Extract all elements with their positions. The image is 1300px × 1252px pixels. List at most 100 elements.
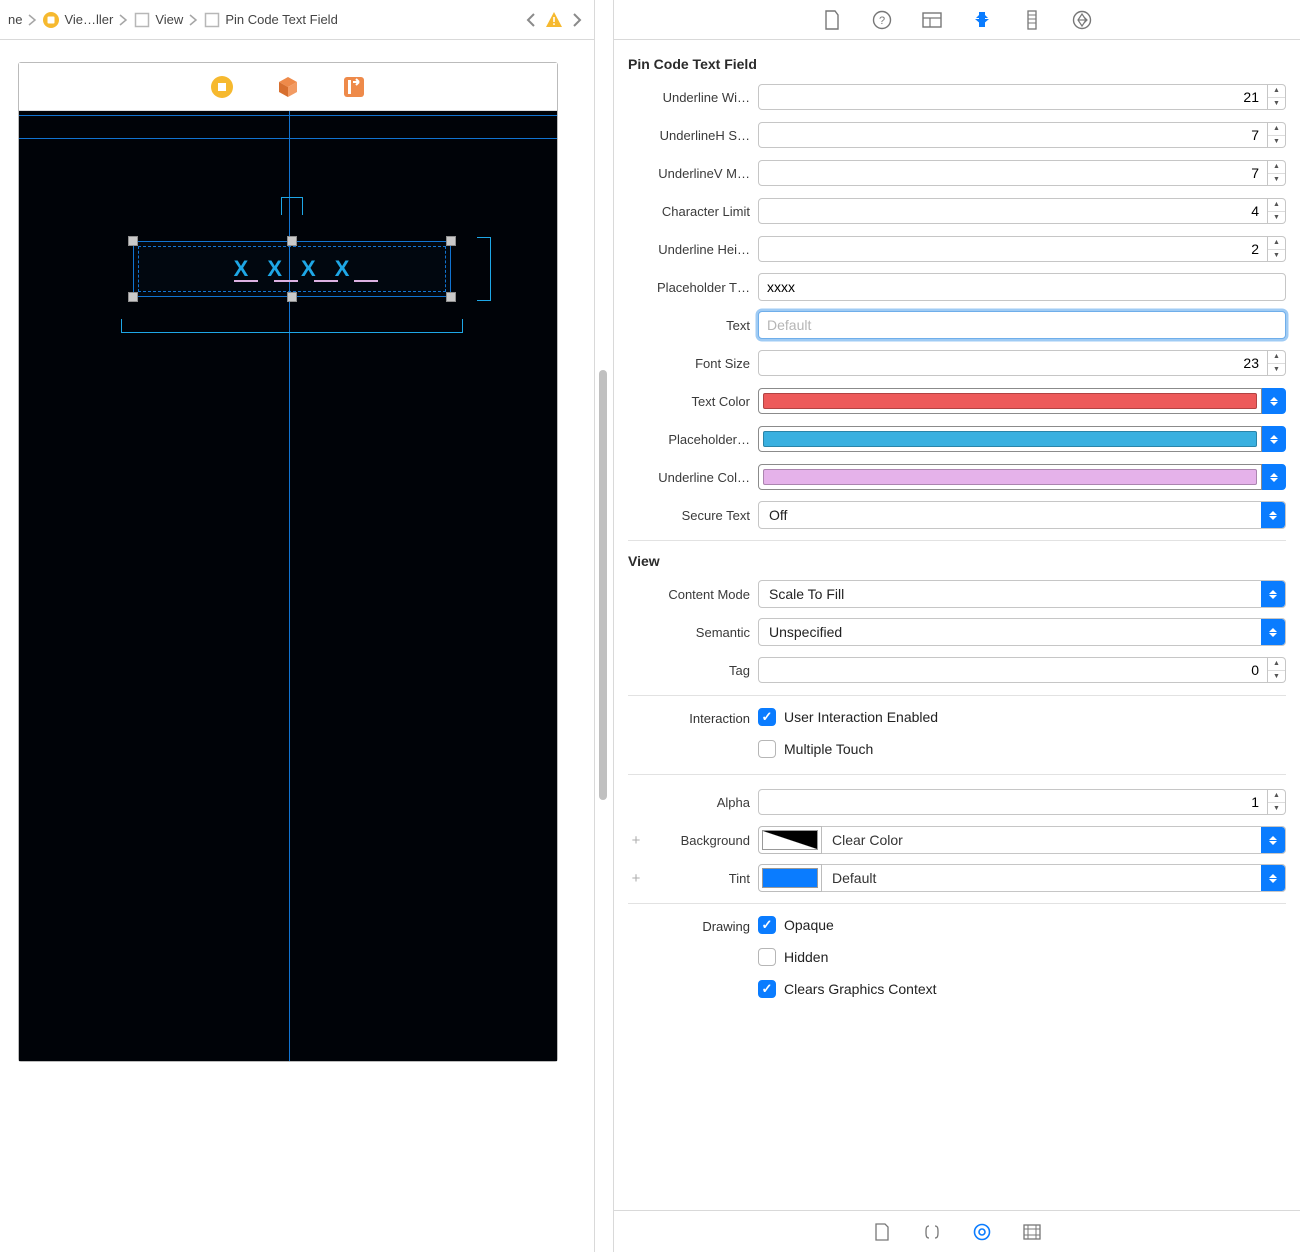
stop-icon[interactable] — [210, 75, 234, 99]
background-swatch[interactable] — [758, 826, 822, 854]
cube-icon[interactable] — [276, 75, 300, 99]
popup-value: Default — [822, 870, 1261, 886]
divider — [628, 774, 1286, 775]
warning-icon[interactable] — [544, 10, 564, 30]
secure-text-popup[interactable]: Off — [758, 501, 1286, 529]
underlinev-margin-field[interactable] — [758, 160, 1268, 186]
label: Semantic — [628, 625, 758, 640]
breadcrumb-label: View — [155, 12, 183, 27]
breadcrumb-seg-scene[interactable]: ne — [6, 12, 24, 27]
divider — [628, 540, 1286, 541]
clears-graphics-checkbox[interactable] — [758, 980, 776, 998]
placeholder-char: X — [267, 256, 283, 282]
history-back-button[interactable] — [520, 9, 542, 31]
identity-inspector-tab[interactable] — [921, 9, 943, 31]
stepper[interactable]: ▲▼ — [1268, 350, 1286, 376]
breadcrumb-seg-viewcontroller[interactable]: Vie…ller — [40, 11, 115, 29]
stepper[interactable]: ▲▼ — [1268, 84, 1286, 110]
stepper[interactable]: ▲▼ — [1268, 122, 1286, 148]
canvas-area[interactable]: X X X X — [0, 40, 594, 1252]
popup-value: Scale To Fill — [759, 586, 1261, 602]
section-title: Pin Code Text Field — [628, 56, 1286, 72]
stepper[interactable]: ▲▼ — [1268, 789, 1286, 815]
status-bar-guide — [19, 115, 557, 139]
attributes-inspector-tab[interactable] — [971, 9, 993, 31]
placeholder-char: X — [234, 256, 250, 282]
resize-handle[interactable] — [287, 236, 297, 246]
stepper[interactable]: ▲▼ — [1268, 236, 1286, 262]
dimension-bracket — [477, 237, 491, 301]
pin-code-textfield[interactable]: X X X X — [133, 241, 451, 297]
placeholder-text-field[interactable] — [758, 273, 1286, 301]
popup-arrow-icon — [1261, 827, 1285, 853]
user-interaction-checkbox[interactable] — [758, 708, 776, 726]
inspector-tabs: ? — [614, 0, 1300, 40]
label: Underline Wi… — [628, 90, 758, 105]
add-icon[interactable]: + — [628, 832, 644, 849]
placeholder-color-well[interactable] — [758, 426, 1262, 452]
label: UnderlineV M… — [628, 166, 758, 181]
hidden-checkbox[interactable] — [758, 948, 776, 966]
breadcrumb-bar: ne Vie…ller View — [0, 0, 594, 40]
background-popup[interactable]: Clear Color — [822, 826, 1286, 854]
label: Content Mode — [628, 587, 758, 602]
popup-arrow-icon — [1261, 502, 1285, 528]
resize-handle[interactable] — [128, 236, 138, 246]
resize-handle[interactable] — [287, 292, 297, 302]
tint-popup[interactable]: Default — [822, 864, 1286, 892]
stepper[interactable]: ▲▼ — [1268, 160, 1286, 186]
underline — [234, 280, 258, 282]
checkbox-label: Hidden — [784, 949, 828, 965]
checkbox-label: Opaque — [784, 917, 834, 933]
color-picker-button[interactable] — [1262, 388, 1286, 414]
size-inspector-tab[interactable] — [1021, 9, 1043, 31]
media-library-tab[interactable] — [1022, 1222, 1042, 1242]
breadcrumb-seg-textfield[interactable]: Pin Code Text Field — [201, 11, 340, 29]
breadcrumb-seg-view[interactable]: View — [131, 11, 185, 29]
object-library-tab[interactable] — [972, 1222, 992, 1242]
dimension-bracket — [121, 319, 463, 333]
alpha-field[interactable] — [758, 789, 1268, 815]
connections-inspector-tab[interactable] — [1071, 9, 1093, 31]
label: Character Limit — [628, 204, 758, 219]
tag-field[interactable] — [758, 657, 1268, 683]
help-inspector-tab[interactable]: ? — [871, 9, 893, 31]
label: Tint — [646, 871, 758, 886]
selected-component[interactable]: X X X X — [123, 233, 461, 305]
underline-color-well[interactable] — [758, 464, 1262, 490]
breadcrumb-label: Pin Code Text Field — [225, 12, 338, 27]
font-size-field[interactable] — [758, 350, 1268, 376]
underline-height-field[interactable] — [758, 236, 1268, 262]
divider — [628, 903, 1286, 904]
underline-width-field[interactable] — [758, 84, 1268, 110]
character-limit-field[interactable] — [758, 198, 1268, 224]
file-inspector-tab[interactable] — [821, 9, 843, 31]
checkbox-label: User Interaction Enabled — [784, 709, 938, 725]
dimension-bracket — [281, 197, 303, 215]
resize-handle[interactable] — [128, 292, 138, 302]
exit-icon[interactable] — [342, 75, 366, 99]
add-icon[interactable]: + — [628, 870, 644, 887]
text-field[interactable] — [758, 311, 1286, 339]
file-template-tab[interactable] — [872, 1222, 892, 1242]
scrollbar-thumb[interactable] — [599, 370, 607, 800]
history-forward-button[interactable] — [566, 9, 588, 31]
stepper[interactable]: ▲▼ — [1268, 657, 1286, 683]
content-mode-popup[interactable]: Scale To Fill — [758, 580, 1286, 608]
multiple-touch-checkbox[interactable] — [758, 740, 776, 758]
chevron-right-icon — [24, 12, 40, 28]
underline — [354, 280, 378, 282]
text-color-well[interactable] — [758, 388, 1262, 414]
tint-swatch[interactable] — [758, 864, 822, 892]
resize-handle[interactable] — [446, 236, 456, 246]
label: Font Size — [628, 356, 758, 371]
color-picker-button[interactable] — [1262, 464, 1286, 490]
code-snippet-tab[interactable] — [922, 1222, 942, 1242]
semantic-popup[interactable]: Unspecified — [758, 618, 1286, 646]
stepper[interactable]: ▲▼ — [1268, 198, 1286, 224]
underlineh-spacing-field[interactable] — [758, 122, 1268, 148]
resize-handle[interactable] — [446, 292, 456, 302]
chevron-right-icon — [115, 12, 131, 28]
color-picker-button[interactable] — [1262, 426, 1286, 452]
opaque-checkbox[interactable] — [758, 916, 776, 934]
